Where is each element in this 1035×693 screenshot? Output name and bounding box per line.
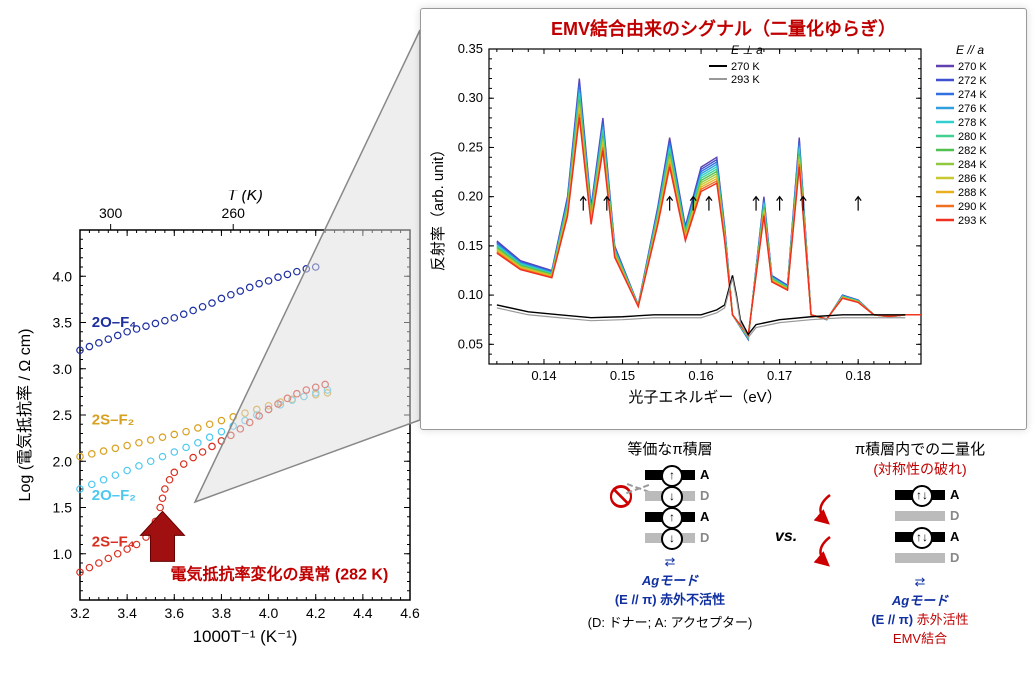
svg-text:2.5: 2.5 [53,407,73,423]
footnote: (D: ドナー; A: アクセプター) [570,612,770,631]
svg-text:0.10: 0.10 [458,287,483,302]
svg-text:274 K: 274 K [958,89,987,101]
svg-text:2S–F₂: 2S–F₂ [92,411,135,428]
svg-text:0.05: 0.05 [458,336,483,351]
dimerization-diagram: 等価なπ積層 ↑A↓D↑A↓D ⇄ Agモード (E // π) 赤外不活性 (… [550,438,1030,688]
svg-text:272 K: 272 K [958,75,987,87]
svg-text:270 K: 270 K [731,61,760,73]
svg-text:Log (電気抵抗率 / Ω cm): Log (電気抵抗率 / Ω cm) [16,329,34,502]
svg-text:300: 300 [99,205,123,221]
svg-text:0.17: 0.17 [767,368,792,383]
svg-text:3.0: 3.0 [53,361,73,377]
svg-text:T (K): T (K) [227,190,263,204]
svg-text:4.6: 4.6 [400,605,420,621]
svg-text:3.2: 3.2 [70,605,90,621]
diagram-right-title: π積層内での二量化 [820,438,1020,459]
stack-level: ↑↓A [870,485,970,505]
svg-text:反射率（arb. unit）: 反射率（arb. unit） [430,142,447,271]
svg-text:光子エネルギー（eV）: 光子エネルギー（eV） [628,389,781,406]
svg-text:270 K: 270 K [958,61,987,73]
svg-text:2S–F₄: 2S–F₄ [92,533,135,550]
svg-text:2.0: 2.0 [53,453,73,469]
svg-text:0.30: 0.30 [458,90,483,105]
stack-level: ↑A [620,507,720,527]
svg-text:E // a: E // a [956,43,984,57]
svg-text:0.16: 0.16 [688,368,713,383]
svg-text:4.0: 4.0 [259,605,279,621]
svg-text:260: 260 [222,205,246,221]
resistivity-chart: 3.2 3.4 3.6 3.8 4.0 4.2 4.4 4.6 1.0 1.5 2.0 2.5 3.0 3… [10,190,430,670]
svg-text:290 K: 290 K [958,201,987,213]
diagram-dimerized-stack: π積層内での二量化 (対称性の破れ) ↑↓AD↑↓AD ⇄ Agモード (E /… [820,438,1020,647]
svg-text:3.8: 3.8 [212,605,232,621]
svg-text:0.15: 0.15 [458,238,483,253]
stack-level: ↑↓A [870,527,970,547]
spectra-svg: 0.14 0.15 0.16 0.17 0.18 0.05 0.10 0.15 0.20 0.25… [421,19,1026,429]
stack-level: ↑A [620,465,720,485]
svg-text:284 K: 284 K [958,159,987,171]
svg-text:0.20: 0.20 [458,189,483,204]
svg-text:1.0: 1.0 [53,546,73,562]
stack-level: ↓D [620,486,720,506]
svg-text:4.2: 4.2 [306,605,326,621]
svg-text:278 K: 278 K [958,117,987,129]
resistivity-svg: 3.2 3.4 3.6 3.8 4.0 4.2 4.4 4.6 1.0 1.5 2.0 2.5 3.0 3… [10,190,430,670]
stack-level: D [870,548,970,568]
svg-text:2O–F₄: 2O–F₄ [92,314,137,331]
svg-text:293 K: 293 K [731,74,760,86]
stack-level: ↓D [620,528,720,548]
vs-label: vs. [775,528,797,546]
svg-text:4.0: 4.0 [53,268,73,284]
spectra-chart: EMV結合由来のシグナル（二量化ゆらぎ） 0.140.150.160.170.1… [420,8,1027,430]
svg-text:0.35: 0.35 [458,41,483,56]
svg-text:288 K: 288 K [958,187,987,199]
stack-level: D [870,506,970,526]
svg-text:0.18: 0.18 [846,368,871,383]
svg-text:4.4: 4.4 [353,605,373,621]
svg-text:電気抵抗率変化の異常 (282 K): 電気抵抗率変化の異常 (282 K) [171,564,389,583]
svg-text:0.14: 0.14 [531,368,556,383]
svg-text:0.15: 0.15 [610,368,635,383]
svg-text:280 K: 280 K [958,131,987,143]
svg-text:286 K: 286 K [958,173,987,185]
svg-text:0.25: 0.25 [458,139,483,154]
svg-text:282 K: 282 K [958,145,987,157]
svg-text:2O–F₂: 2O–F₂ [92,487,136,504]
diagram-equivalent-stack: 等価なπ積層 ↑A↓D↑A↓D ⇄ Agモード (E // π) 赤外不活性 (… [570,438,770,631]
right-mode: ⇄ Agモード (E // π) 赤外活性 EMV結合 [820,574,1020,647]
svg-text:3.5: 3.5 [53,315,73,331]
diagram-left-title: 等価なπ積層 [570,438,770,459]
svg-text:3.4: 3.4 [117,605,137,621]
svg-text:293 K: 293 K [958,215,987,227]
left-mode: ⇄ Agモード (E // π) 赤外不活性 [570,554,770,608]
svg-text:1000T⁻¹ (K⁻¹): 1000T⁻¹ (K⁻¹) [193,627,298,646]
svg-text:3.6: 3.6 [165,605,185,621]
svg-text:E ⊥ a: E ⊥ a [731,43,763,57]
svg-text:1.5: 1.5 [53,500,73,516]
svg-text:276 K: 276 K [958,103,987,115]
diagram-right-sub: (対称性の破れ) [820,459,1020,479]
